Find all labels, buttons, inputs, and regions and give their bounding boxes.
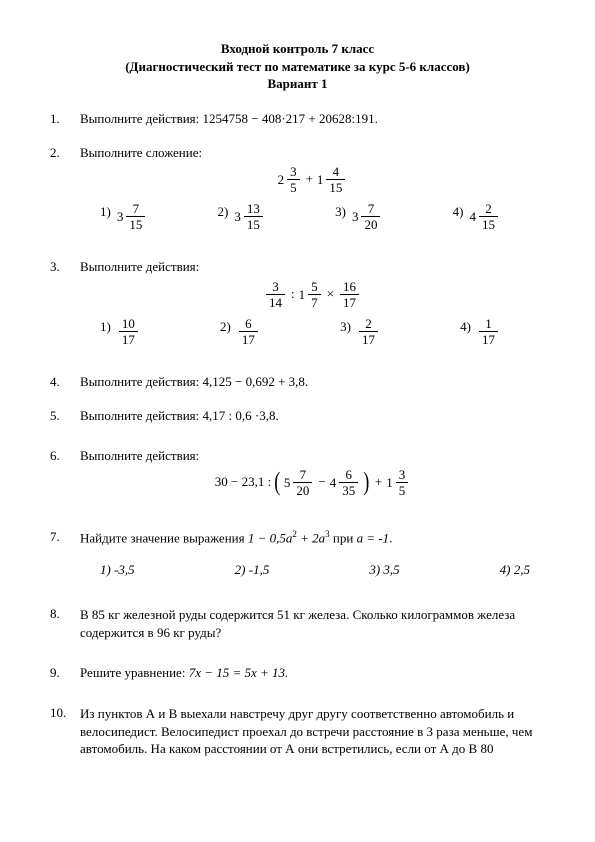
problem-expression: 30 − 23,1 : ( 5720 − 4635 ) + 135 [80, 468, 545, 497]
answer-4: 4) 4215 [453, 202, 500, 231]
answer-4: 4) 117 [460, 317, 500, 346]
problem-number: 1. [50, 111, 80, 127]
problem-4: 4. Выполните действия: 4,125 − 0,692 + 3… [50, 374, 545, 390]
problem-text: Выполните действия: 1254758 − 408·217 + … [80, 111, 545, 127]
answer-choices: 1) 3715 2) 31315 3) 3720 4) 4215 [100, 202, 500, 231]
title-block: Входной контроль 7 класс (Диагностически… [50, 40, 545, 93]
problem-3: 3. Выполните действия: 314 : 157 × 1617 … [50, 259, 545, 356]
problem-number: 6. [50, 448, 80, 464]
problem-text: Решите уравнение: 7x − 15 = 5x + 13. [80, 665, 545, 681]
problem-8: 8. В 85 кг железной руды содержится 51 к… [50, 606, 545, 641]
problem-9: 9. Решите уравнение: 7x − 15 = 5x + 13. [50, 665, 545, 681]
answer-3: 3) 3720 [335, 202, 382, 231]
answer-2: 2) 617 [220, 317, 260, 346]
problem-prompt: Выполните действия: [80, 448, 545, 464]
problem-10: 10. Из пунктов А и В выехали навстречу д… [50, 705, 545, 758]
answer-1: 1) 3715 [100, 202, 147, 231]
answer-choices: 1) 1017 2) 617 3) 217 4) 117 [100, 317, 500, 346]
answer-3: 3) 217 [340, 317, 380, 346]
title-line-3: Вариант 1 [50, 75, 545, 93]
problem-number: 4. [50, 374, 80, 390]
problem-1: 1. Выполните действия: 1254758 − 408·217… [50, 111, 545, 127]
problem-expression: 314 : 157 × 1617 [80, 279, 545, 309]
answer-4: 4) 2,5 [500, 562, 530, 578]
problem-expression: 235 + 1415 [80, 165, 545, 194]
title-line-1: Входной контроль 7 класс [50, 40, 545, 58]
problem-5: 5. Выполните действия: 4,17 : 0,6 ·3,8. [50, 408, 545, 424]
problem-number: 7. [50, 529, 80, 545]
problem-2: 2. Выполните сложение: 235 + 1415 1) 371… [50, 145, 545, 241]
problem-text: Выполните действия: 4,17 : 0,6 ·3,8. [80, 408, 545, 424]
problem-text: Выполните действия: 4,125 − 0,692 + 3,8. [80, 374, 545, 390]
worksheet-page: Входной контроль 7 класс (Диагностически… [0, 0, 595, 796]
problem-prompt: Выполните сложение: [80, 145, 545, 161]
left-paren-icon: ( [275, 469, 281, 495]
answer-choices: 1) -3,5 2) -1,5 3) 3,5 4) 2,5 [100, 562, 530, 578]
problem-prompt: Выполните действия: [80, 259, 545, 275]
problem-text: В 85 кг железной руды содержится 51 кг ж… [80, 606, 545, 641]
answer-1: 1) 1017 [100, 317, 140, 346]
title-line-2: (Диагностический тест по математике за к… [50, 58, 545, 76]
problem-text: Найдите значение выражения 1 − 0,5a2 + 2… [80, 529, 545, 546]
right-paren-icon: ) [364, 469, 370, 495]
problem-number: 10. [50, 705, 80, 721]
problem-number: 2. [50, 145, 80, 161]
answer-1: 1) -3,5 [100, 562, 135, 578]
answer-2: 2) -1,5 [235, 562, 270, 578]
problem-number: 9. [50, 665, 80, 681]
answer-2: 2) 31315 [218, 202, 265, 231]
problem-7: 7. Найдите значение выражения 1 − 0,5a2 … [50, 529, 545, 588]
problem-6: 6. Выполните действия: 30 − 23,1 : ( 572… [50, 448, 545, 505]
problem-number: 3. [50, 259, 80, 275]
problem-number: 8. [50, 606, 80, 622]
problem-text: Из пунктов А и В выехали навстречу друг … [80, 705, 545, 758]
problem-number: 5. [50, 408, 80, 424]
answer-3: 3) 3,5 [369, 562, 399, 578]
